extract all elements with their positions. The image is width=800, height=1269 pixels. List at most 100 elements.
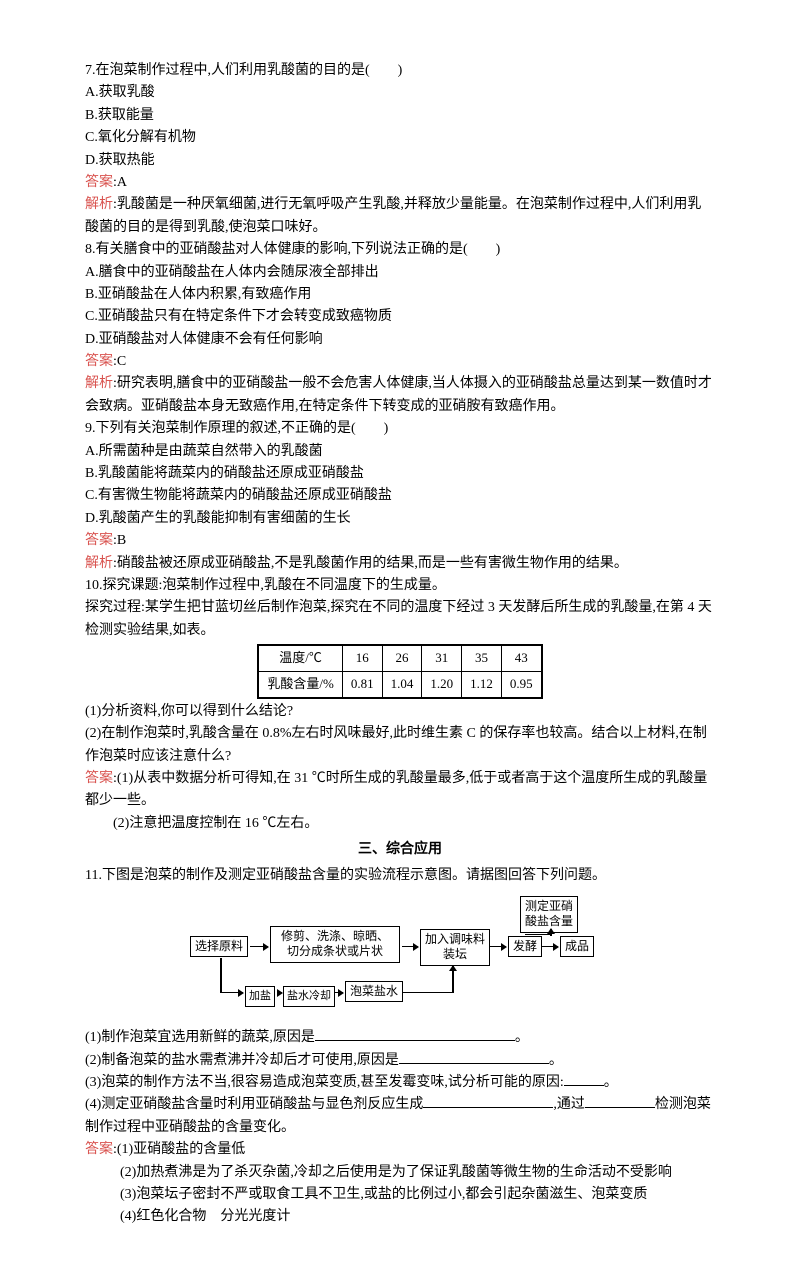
q10-ans2: (2)注意把温度控制在 16 ℃左右。: [85, 813, 715, 835]
q10-sub2: (2)在制作泡菜时,乳酸含量在 0.8%左右时风味最好,此时维生素 C 的保存率…: [85, 723, 715, 768]
flow-box-product: 成品: [560, 936, 594, 958]
q10-ans1: :(1)从表中数据分析可得知,在 31 ℃时所生成的乳酸量最多,低于或者高于这个…: [85, 771, 707, 808]
table-cell: 乳酸含量/%: [258, 671, 342, 697]
q11-sub3: (3)泡菜的制作方法不当,很容易造成泡菜变质,甚至发霉变味,试分析可能的原因:。: [85, 1072, 715, 1094]
flow-text: 加入调味料: [425, 932, 485, 946]
question-11: 11.下图是泡菜的制作及测定亚硝酸盐含量的实验流程示意图。请据图回答下列问题。 …: [85, 865, 715, 1228]
blank-line: [423, 1107, 553, 1108]
q8-analysis-line: 解析:研究表明,膳食中的亚硝酸盐一般不会危害人体健康,当人体摄入的亚硝酸盐总量达…: [85, 373, 715, 418]
q11-ans1: :(1)亚硝酸盐的含量低: [113, 1142, 245, 1157]
section-header: 三、综合应用: [85, 839, 715, 861]
flow-box-select: 选择原料: [190, 936, 248, 958]
arrow-icon: [402, 946, 418, 948]
q9-option-d: D.乳酸菌产生的乳酸能抑制有害细菌的生长: [85, 508, 715, 530]
q8-analysis: :研究表明,膳食中的亚硝酸盐一般不会危害人体健康,当人体摄入的亚硝酸盐总量达到某…: [85, 376, 712, 413]
blank-line: [585, 1107, 655, 1108]
line-icon: [403, 992, 453, 994]
data-table: 温度/℃ 16 26 31 35 43 乳酸含量/% 0.81 1.04 1.2…: [257, 644, 542, 699]
q9-stem: 9.下列有关泡菜制作原理的叙述,不正确的是( ): [85, 418, 715, 440]
table-cell: 温度/℃: [258, 645, 342, 671]
q8-answer-line: 答案:C: [85, 351, 715, 373]
q7-stem: 7.在泡菜制作过程中,人们利用乳酸菌的目的是( ): [85, 60, 715, 82]
q9-analysis: :硝酸盐被还原成亚硝酸盐,不是乳酸菌作用的结果,而是一些有害微生物作用的结果。: [113, 556, 628, 571]
q9-analysis-line: 解析:硝酸盐被还原成亚硝酸盐,不是乳酸菌作用的结果,而是一些有害微生物作用的结果…: [85, 553, 715, 575]
q10-answer-line: 答案:(1)从表中数据分析可得知,在 31 ℃时所生成的乳酸量最多,低于或者高于…: [85, 768, 715, 813]
q11-sub4: (4)测定亚硝酸盐含量时利用亚硝酸盐与显色剂反应生成,通过检测泡菜制作过程中亚硝…: [85, 1094, 715, 1139]
table-cell: 16: [342, 645, 382, 671]
table-cell: 26: [382, 645, 422, 671]
q11-ans4: (4)红色化合物 分光光度计: [85, 1206, 715, 1228]
q11-ans2: (2)加热煮沸是为了杀灭杂菌,冷却之后使用是为了保证乳酸菌等微生物的生命活动不受…: [85, 1162, 715, 1184]
flow-label-salt: 加盐: [245, 986, 275, 1008]
line-icon: [525, 934, 551, 936]
q9-option-a: A.所需菌种是由蔬菜自然带入的乳酸菌: [85, 441, 715, 463]
q8-answer: :C: [113, 354, 126, 369]
flow-box-prep: 修剪、洗涤、晾晒、 切分成条状或片状: [270, 926, 400, 963]
flow-label-cool: 盐水冷却: [283, 986, 335, 1008]
arrow-icon: [490, 946, 506, 948]
question-10: 10.探究课题:泡菜制作过程中,乳酸在不同温度下的生成量。 探究过程:某学生把甘…: [85, 575, 715, 835]
table-cell: 0.95: [501, 671, 541, 697]
blank-line: [564, 1085, 604, 1086]
q8-option-a: A.膳食中的亚硝酸盐在人体内会随尿液全部排出: [85, 262, 715, 284]
answer-label: 答案: [85, 533, 113, 548]
question-7: 7.在泡菜制作过程中,人们利用乳酸菌的目的是( ) A.获取乳酸 B.获取能量 …: [85, 60, 715, 239]
table-cell: 1.04: [382, 671, 422, 697]
q11-sub2: (2)制备泡菜的盐水需煮沸并冷却后才可使用,原因是。: [85, 1050, 715, 1072]
q7-answer: :A: [113, 175, 127, 190]
table-cell: 35: [462, 645, 502, 671]
analysis-label: 解析: [85, 197, 113, 212]
answer-label: 答案: [85, 175, 113, 190]
table-row: 温度/℃ 16 26 31 35 43: [258, 645, 541, 671]
q9-answer: :B: [113, 533, 126, 548]
table-cell: 0.81: [342, 671, 382, 697]
q7-analysis-line: 解析:乳酸菌是一种厌氧细菌,进行无氧呼吸产生乳酸,并释放少量能量。在泡菜制作过程…: [85, 194, 715, 239]
question-9: 9.下列有关泡菜制作原理的叙述,不正确的是( ) A.所需菌种是由蔬菜自然带入的…: [85, 418, 715, 575]
q8-option-c: C.亚硝酸盐只有在特定条件下才会转变成致癌物质: [85, 306, 715, 328]
line-icon: [220, 958, 222, 993]
q10-stem1: 10.探究课题:泡菜制作过程中,乳酸在不同温度下的生成量。: [85, 575, 715, 597]
flowchart-diagram: 选择原料 修剪、洗涤、晾晒、 切分成条状或片状 加入调味料装坛 发酵 成品 测定…: [85, 896, 715, 1019]
answer-label: 答案: [85, 771, 113, 786]
q9-answer-line: 答案:B: [85, 530, 715, 552]
flow-box-ferment: 发酵: [508, 936, 542, 958]
arrow-icon: [452, 966, 454, 993]
table-cell: 43: [501, 645, 541, 671]
table-cell: 1.12: [462, 671, 502, 697]
q7-answer-line: 答案:A: [85, 172, 715, 194]
q10-stem2: 探究过程:某学生把甘蓝切丝后制作泡菜,探究在不同的温度下经过 3 天发酵后所生成…: [85, 597, 715, 642]
flow-text: 装坛: [443, 947, 467, 961]
q9-option-c: C.有害微生物能将蔬菜内的硝酸盐还原成亚硝酸盐: [85, 485, 715, 507]
question-8: 8.有关膳食中的亚硝酸盐对人体健康的影响,下列说法正确的是( ) A.膳食中的亚…: [85, 239, 715, 418]
arrow-icon: [278, 992, 282, 994]
q11-answer-line: 答案:(1)亚硝酸盐的含量低: [85, 1139, 715, 1161]
analysis-label: 解析: [85, 376, 113, 391]
q11-stem: 11.下图是泡菜的制作及测定亚硝酸盐含量的实验流程示意图。请据图回答下列问题。: [85, 865, 715, 887]
table-cell: 31: [422, 645, 462, 671]
q7-analysis: :乳酸菌是一种厌氧细菌,进行无氧呼吸产生乳酸,并释放少量能量。在泡菜制作过程中,…: [85, 197, 701, 234]
answer-label: 答案: [85, 1142, 113, 1157]
blank-line: [399, 1063, 549, 1064]
q8-stem: 8.有关膳食中的亚硝酸盐对人体健康的影响,下列说法正确的是( ): [85, 239, 715, 261]
q7-option-b: B.获取能量: [85, 105, 715, 127]
q7-option-a: A.获取乳酸: [85, 82, 715, 104]
q8-option-d: D.亚硝酸盐对人体健康不会有任何影响: [85, 329, 715, 351]
q8-option-b: B.亚硝酸盐在人体内积累,有致癌作用: [85, 284, 715, 306]
table-row: 乳酸含量/% 0.81 1.04 1.20 1.12 0.95: [258, 671, 541, 697]
q7-option-d: D.获取热能: [85, 150, 715, 172]
q10-sub1: (1)分析资料,你可以得到什么结论?: [85, 701, 715, 723]
q11-sub1: (1)制作泡菜宜选用新鲜的蔬菜,原因是。: [85, 1027, 715, 1049]
arrow-icon: [220, 992, 243, 994]
analysis-label: 解析: [85, 556, 113, 571]
answer-label: 答案: [85, 354, 113, 369]
q7-option-c: C.氧化分解有机物: [85, 127, 715, 149]
blank-line: [315, 1040, 515, 1041]
arrow-icon: [542, 946, 558, 948]
arrow-icon: [335, 992, 343, 994]
q9-option-b: B.乳酸菌能将蔬菜内的硝酸盐还原成亚硝酸盐: [85, 463, 715, 485]
arrow-icon: [250, 946, 268, 948]
flow-box-saltwater: 泡菜盐水: [345, 981, 403, 1003]
flow-box-season-label: 加入调味料装坛: [420, 929, 490, 966]
table-cell: 1.20: [422, 671, 462, 697]
q11-ans3: (3)泡菜坛子密封不严或取食工具不卫生,或盐的比例过小,都会引起杂菌滋生、泡菜变…: [85, 1184, 715, 1206]
